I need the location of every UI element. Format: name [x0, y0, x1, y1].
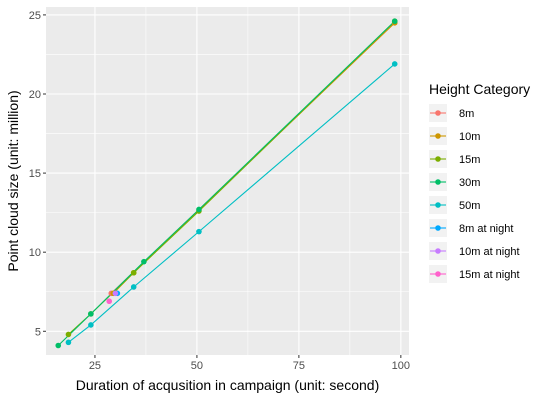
x-tick-label: 50: [191, 360, 203, 372]
legend-item-8m-at-night: 8m at night: [429, 219, 513, 237]
x-axis: 25 50 75 100: [89, 355, 410, 372]
y-tick-label: 20: [29, 89, 41, 101]
data-point-15m-at-night: [106, 298, 112, 304]
data-point-15m: [131, 270, 137, 276]
legend-label: 8m: [459, 108, 474, 120]
x-tick-label: 75: [293, 360, 305, 372]
data-point-15m: [66, 332, 72, 338]
data-point-30m: [88, 311, 94, 317]
data-point-30m: [196, 207, 202, 213]
legend-key-point: [435, 202, 441, 208]
data-point-50m: [66, 340, 72, 346]
legend-item-50m: 50m: [429, 196, 480, 214]
legend-key-point: [435, 156, 441, 162]
data-point-30m: [141, 259, 147, 265]
data-point-50m: [392, 61, 398, 67]
y-tick-label: 15: [29, 168, 41, 180]
legend-item-10m: 10m: [429, 127, 480, 145]
legend-label: 15m: [459, 154, 480, 166]
data-point-50m: [196, 229, 202, 235]
data-point-30m: [392, 18, 398, 24]
data-point-50m: [88, 322, 94, 328]
legend-label: 30m: [459, 177, 480, 189]
legend-item-8m: 8m: [429, 104, 474, 122]
y-tick-label: 25: [29, 10, 41, 22]
legend-title: Height Category: [429, 81, 530, 97]
x-tick-label: 100: [392, 360, 410, 372]
legend-label: 50m: [459, 200, 480, 212]
legend-key-point: [435, 179, 441, 185]
legend-label: 8m at night: [459, 223, 513, 235]
y-tick-label: 5: [35, 326, 41, 338]
legend-key-point: [435, 248, 441, 254]
legend-key-point: [435, 110, 441, 116]
y-axis-title: Point cloud size (unit: million): [5, 90, 21, 271]
x-tick-label: 25: [89, 360, 101, 372]
legend-label: 10m: [459, 131, 480, 143]
y-axis: 5 10 15 20 25: [29, 10, 46, 338]
legend-key-point: [435, 271, 441, 277]
legend-item-10m-at-night: 10m at night: [429, 242, 520, 260]
legend-key-point: [435, 133, 441, 139]
legend-item-30m: 30m: [429, 173, 480, 191]
legend-item-15m: 15m: [429, 150, 480, 168]
legend: Height Category 8m 10m 15m 30m 50m 8m at nigh…: [429, 81, 530, 283]
data-point-10m-at-night: [113, 291, 119, 297]
legend-item-15m-at-night: 15m at night: [429, 265, 520, 283]
legend-items: 8m 10m 15m 30m 50m 8m at night 10m at night 15m…: [429, 104, 520, 283]
data-point-30m: [55, 343, 61, 349]
y-tick-label: 10: [29, 247, 41, 259]
legend-key-point: [435, 225, 441, 231]
x-axis-title: Duration of acqusition in campaign (unit…: [76, 377, 380, 393]
legend-label: 15m at night: [459, 269, 520, 281]
legend-label: 10m at night: [459, 246, 520, 258]
data-point-50m: [131, 284, 137, 290]
